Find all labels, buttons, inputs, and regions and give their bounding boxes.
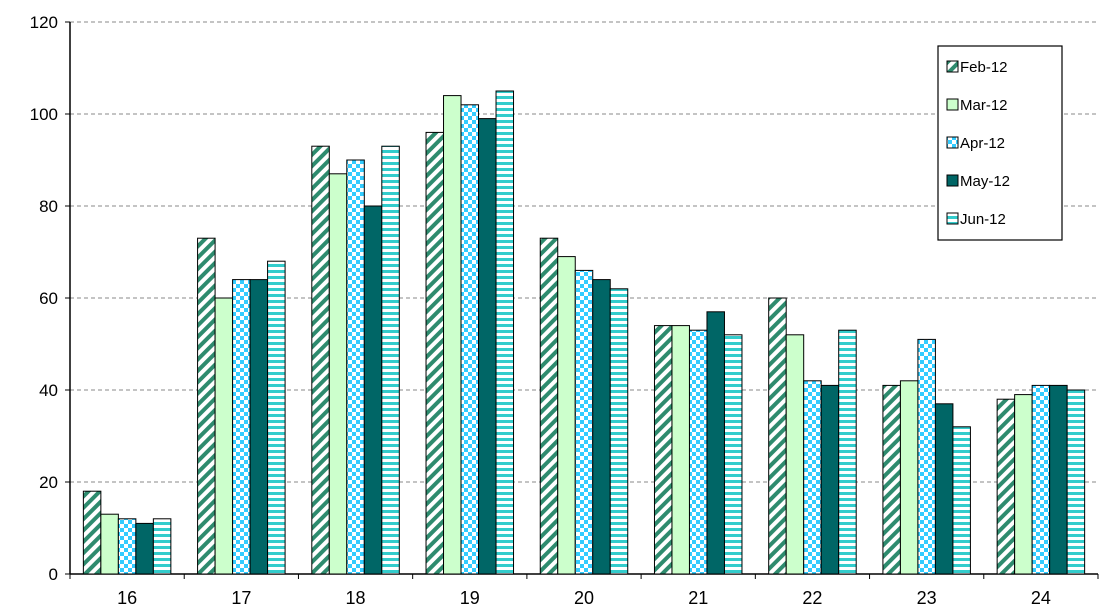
bar-mar-12-21 [671,325,690,575]
bar-apr-12-19 [460,104,480,575]
legend-label: Feb-12 [960,59,1008,76]
bar-apr-12-16 [117,518,137,575]
bar-apr-12-21 [688,329,708,575]
y-tick-label: 80 [39,197,58,216]
bar-jun-12-20 [609,288,629,575]
x-tick-label: 16 [117,588,137,608]
bar-mar-12-17 [214,297,234,575]
legend-swatch [946,136,959,149]
bars [82,90,1086,575]
bar-may-12-23 [934,403,954,575]
legend-box [937,45,1063,241]
x-tick-label: 23 [917,588,937,608]
x-tick-label: 17 [231,588,251,608]
bar-feb-12-16 [82,490,102,575]
bar-apr-12-20 [574,269,594,575]
bar-jun-12-23 [952,426,971,575]
x-tick-label: 21 [688,588,708,608]
bar-feb-12-23 [882,384,901,575]
legend-label: Jun-12 [960,211,1006,228]
legend-label: Mar-12 [960,97,1008,114]
bar-apr-12-17 [232,279,251,575]
y-tick-label: 40 [39,381,58,400]
bar-apr-12-23 [917,338,936,575]
legend-label: Apr-12 [960,135,1005,152]
x-tick-label: 19 [460,588,480,608]
y-tick-label: 0 [49,565,58,584]
bar-mar-12-19 [443,95,462,575]
bar-mar-12-18 [328,173,348,575]
bar-jun-12-22 [838,329,857,575]
x-tick-label: 20 [574,588,594,608]
bar-feb-12-17 [197,237,216,575]
bar-may-12-18 [363,205,383,575]
bar-apr-12-24 [1031,384,1051,575]
y-tick-label: 120 [30,13,58,32]
y-tick-label: 100 [30,105,58,124]
bar-jun-12-17 [267,260,286,575]
bar-jun-12-16 [152,518,172,575]
bar-feb-12-18 [311,145,330,575]
legend-label: May-12 [960,173,1010,190]
bar-feb-12-19 [425,131,445,575]
bar-jun-12-21 [723,334,743,575]
bar-feb-12-20 [539,237,559,575]
bar-jun-12-18 [381,145,400,575]
bar-may-12-16 [135,522,154,575]
bar-may-12-20 [592,279,611,575]
bar-mar-12-16 [100,513,119,575]
bar-mar-12-24 [1014,394,1033,575]
legend-swatch [946,60,959,73]
x-tick-label: 22 [802,588,822,608]
bar-may-12-22 [820,384,840,575]
bar-apr-12-18 [346,159,365,575]
y-tick-label: 60 [39,289,58,308]
bar-mar-12-23 [899,380,919,575]
legend-swatch [946,98,959,111]
bar-may-12-19 [478,118,497,575]
bar-may-12-21 [706,311,725,575]
bar-feb-12-24 [996,398,1016,575]
bar-mar-12-22 [785,334,805,575]
legend-swatch [946,212,959,225]
legend-swatch [946,174,959,187]
bar-mar-12-20 [557,256,576,575]
bar-feb-12-22 [768,297,787,575]
bar-may-12-17 [249,279,269,575]
x-tick-label: 24 [1031,588,1051,608]
x-tick-label: 18 [346,588,366,608]
bar-apr-12-22 [803,380,822,575]
legend: Feb-12 Mar-12 Apr-12 May-12 Jun-12 [937,45,1063,241]
bar-jun-12-24 [1066,389,1086,575]
bar-may-12-24 [1049,384,1068,575]
y-tick-label: 20 [39,473,58,492]
bar-feb-12-21 [653,325,673,575]
bar-jun-12-19 [495,90,515,575]
